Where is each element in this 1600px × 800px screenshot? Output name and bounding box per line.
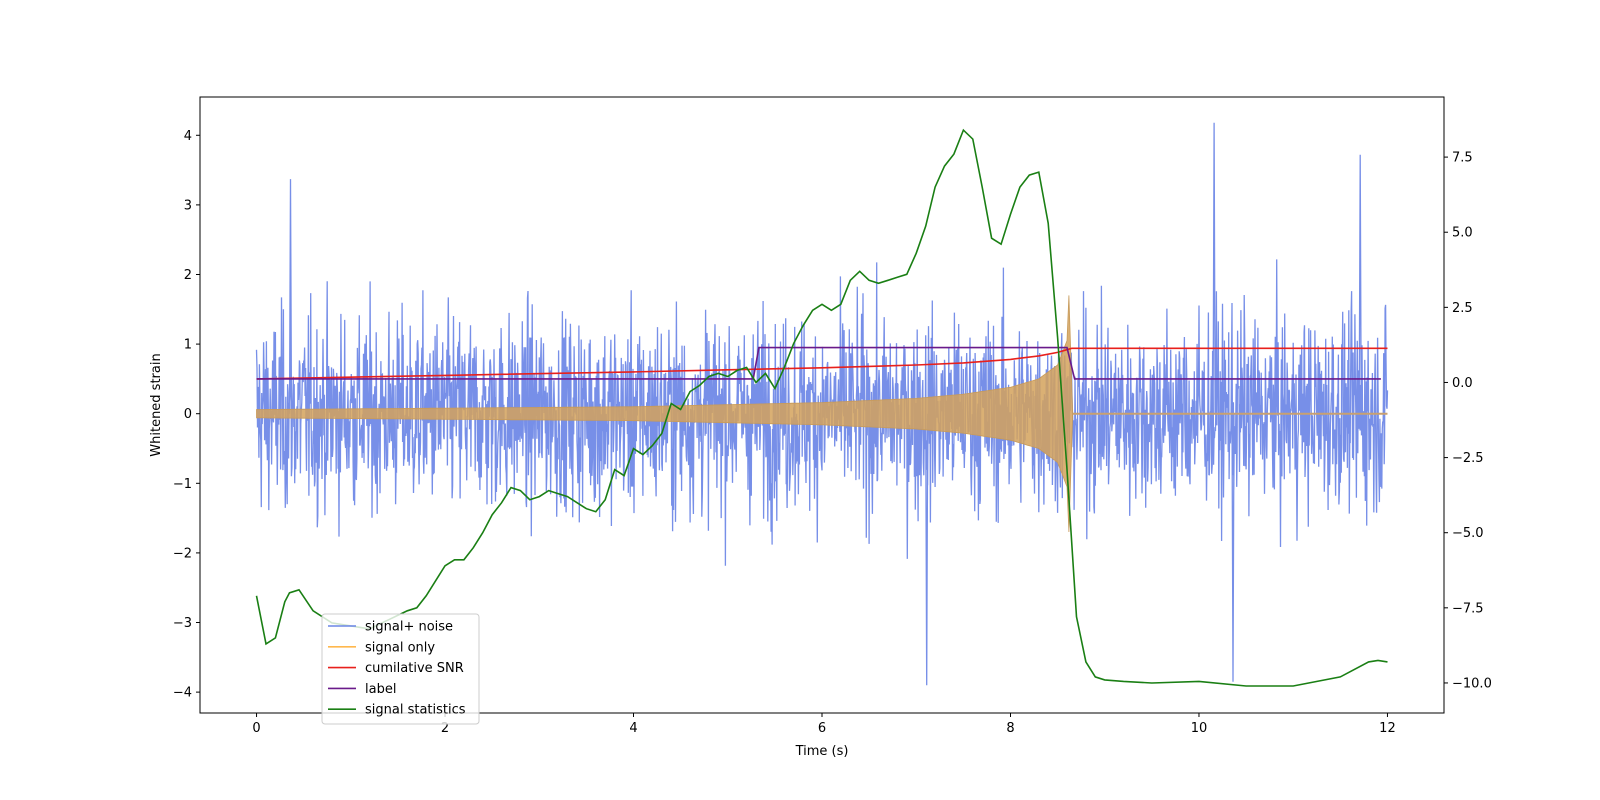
- y-tick-label: −1: [173, 477, 192, 492]
- legend-label: signal statistics: [365, 703, 466, 718]
- x-tick-label: 10: [1191, 721, 1208, 736]
- y-tick-label: −3: [173, 616, 192, 631]
- y-tick-label: 1: [184, 338, 192, 353]
- y2-tick-label: −7.5: [1452, 601, 1484, 616]
- legend-label: signal only: [365, 640, 435, 655]
- x-tick-label: 4: [629, 721, 637, 736]
- y-axis-label: Whitened strain: [149, 353, 164, 456]
- legend-label: label: [365, 682, 396, 697]
- x-tick-label: 2: [441, 721, 449, 736]
- series-signal-statistics: [255, 128, 1388, 687]
- y2-tick-label: 5.0: [1452, 226, 1473, 241]
- series-layer: [255, 122, 1389, 687]
- legend-label: cumilative SNR: [365, 661, 464, 676]
- y2-tick-label: −2.5: [1452, 451, 1484, 466]
- x-tick-label: 8: [1006, 721, 1014, 736]
- y-tick-label: 3: [184, 198, 192, 213]
- y-tick-label: −4: [173, 686, 192, 701]
- x-tick-label: 0: [252, 721, 260, 736]
- y-tick-label: 4: [184, 129, 192, 144]
- y2-tick-label: 7.5: [1452, 151, 1473, 166]
- legend: signal+ noise signal only cumilative SNR la…: [321, 613, 480, 725]
- y-tick-label: 0: [184, 407, 192, 422]
- x-axis-label: Time (s): [795, 744, 849, 759]
- legend-box: [321, 613, 480, 725]
- series-signal-plus-noise: [255, 122, 1389, 686]
- y2-tick-label: 2.5: [1452, 301, 1473, 316]
- series-label: [256, 346, 1381, 380]
- axes-layer: 0 2 4 6 8 10 12−4−3−2−101234−10.0−7.5−5.0−2.50…: [173, 129, 1492, 736]
- y2-tick-label: −5.0: [1452, 526, 1484, 541]
- y-tick-label: 2: [184, 268, 192, 283]
- legend-label: signal+ noise: [365, 620, 453, 635]
- y-tick-label: −2: [173, 546, 192, 561]
- x-tick-label: 12: [1379, 721, 1396, 736]
- x-tick-label: 6: [818, 721, 826, 736]
- y2-tick-label: −10.0: [1452, 676, 1492, 691]
- y2-tick-label: 0.0: [1452, 376, 1473, 391]
